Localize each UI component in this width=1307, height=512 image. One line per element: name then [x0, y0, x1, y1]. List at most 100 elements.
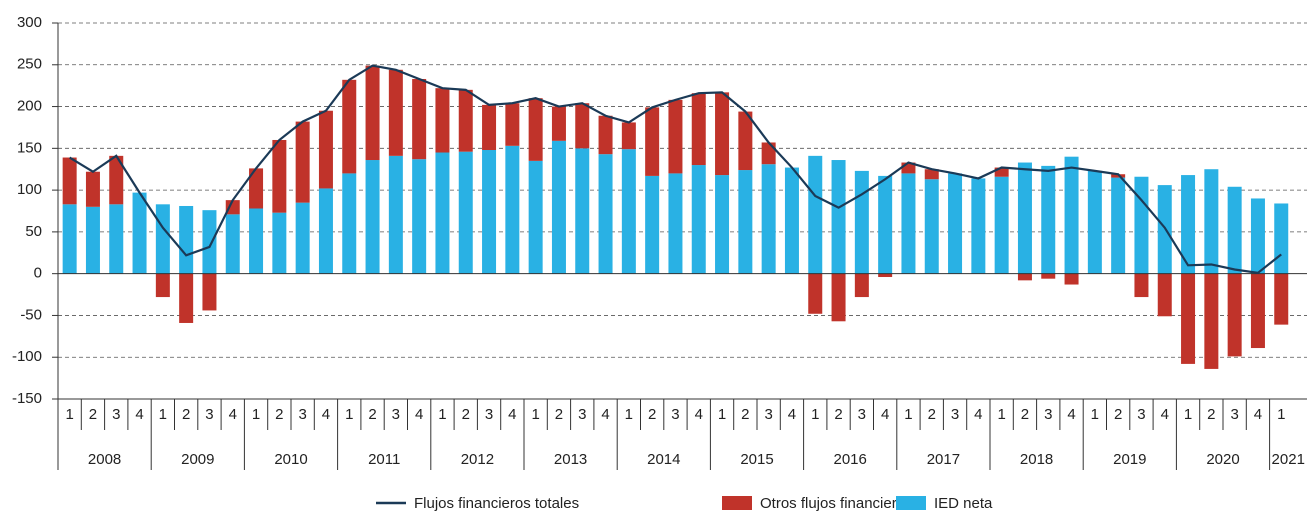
x-tick-label: 2	[275, 406, 283, 423]
bar	[901, 173, 916, 274]
y-tick-label: -50	[20, 306, 42, 323]
bar	[575, 103, 590, 149]
bar	[342, 173, 357, 274]
legend-item: IED neta	[896, 495, 993, 512]
bar	[388, 155, 403, 274]
bar	[668, 99, 683, 174]
bar	[621, 122, 636, 150]
x-tick-label: 3	[485, 406, 493, 423]
bar	[994, 167, 1009, 177]
year-label: 2017	[927, 451, 960, 468]
year-label: 2015	[740, 451, 773, 468]
bar	[784, 167, 799, 274]
x-tick-label: 2	[1207, 406, 1215, 423]
bar	[761, 142, 776, 165]
year-label: 2008	[88, 451, 121, 468]
x-tick-label: 4	[1161, 406, 1169, 423]
x-tick-label: 1	[159, 406, 167, 423]
bar	[948, 173, 963, 274]
x-tick-label: 2	[368, 406, 376, 423]
bar	[272, 212, 287, 274]
x-tick-label: 2	[1021, 406, 1029, 423]
bar	[1064, 273, 1079, 285]
x-tick-label: 4	[1254, 406, 1262, 423]
bar	[1134, 176, 1149, 274]
bar	[645, 107, 660, 176]
bar	[901, 162, 916, 174]
x-tick-label: 3	[112, 406, 120, 423]
legend-label: Otros flujos financieros	[760, 495, 913, 512]
x-tick-label: 4	[508, 406, 516, 423]
bar	[85, 171, 100, 207]
bar	[598, 154, 613, 274]
x-tick-label: 1	[904, 406, 912, 423]
legend-label: Flujos financieros totales	[414, 495, 579, 512]
bar	[1111, 174, 1126, 178]
y-tick-label: 150	[17, 139, 42, 156]
bar	[551, 140, 566, 274]
bar	[715, 175, 730, 274]
bar	[202, 210, 217, 274]
bar	[691, 93, 706, 166]
bar	[435, 88, 450, 153]
y-tick-label: 0	[34, 265, 42, 282]
bar	[738, 170, 753, 274]
bar	[878, 273, 893, 278]
bar	[1250, 198, 1265, 274]
x-tick-label: 1	[65, 406, 73, 423]
bar	[412, 78, 427, 160]
bar	[85, 206, 100, 274]
year-label: 2019	[1113, 451, 1146, 468]
bar	[132, 192, 147, 274]
bar	[482, 150, 497, 274]
x-tick-label: 1	[531, 406, 539, 423]
legend-swatch	[722, 496, 752, 510]
bar	[482, 104, 497, 151]
x-tick-label: 2	[648, 406, 656, 423]
x-tick-label: 1	[438, 406, 446, 423]
bar	[505, 145, 520, 274]
x-tick-label: 3	[1044, 406, 1052, 423]
legend-label: IED neta	[934, 495, 993, 512]
bar	[1227, 273, 1242, 357]
bar	[1157, 273, 1172, 317]
x-tick-label: 4	[322, 406, 330, 423]
x-tick-label: 3	[764, 406, 772, 423]
x-tick-label: 4	[229, 406, 237, 423]
y-tick-label: 50	[25, 223, 42, 240]
x-tick-label: 1	[345, 406, 353, 423]
x-tick-label: 2	[928, 406, 936, 423]
bar	[1041, 165, 1056, 274]
bar	[924, 169, 939, 180]
line	[69, 64, 1282, 274]
bar	[155, 273, 170, 298]
x-tick-label: 3	[578, 406, 586, 423]
bar	[878, 175, 893, 274]
bar	[1274, 273, 1289, 325]
bar	[715, 92, 730, 176]
x-tick-label: 1	[252, 406, 260, 423]
bar	[225, 214, 240, 274]
y-tick-label: -150	[12, 390, 42, 407]
year-label: 2016	[834, 451, 867, 468]
bar	[808, 155, 823, 274]
bar	[109, 155, 124, 205]
bar	[342, 79, 357, 174]
x-tick-label: 3	[1137, 406, 1145, 423]
bar	[1181, 175, 1196, 274]
year-label: 2013	[554, 451, 587, 468]
bar	[528, 160, 543, 274]
bar	[1017, 273, 1032, 281]
x-tick-label: 4	[135, 406, 143, 423]
bar	[854, 273, 869, 298]
bar	[831, 273, 846, 322]
bar	[155, 204, 170, 274]
bar	[1204, 273, 1219, 369]
bar	[854, 170, 869, 274]
x-tick-label: 1	[718, 406, 726, 423]
x-tick-label: 3	[671, 406, 679, 423]
bar	[1017, 162, 1032, 274]
bar	[249, 208, 264, 274]
bar	[761, 164, 776, 274]
